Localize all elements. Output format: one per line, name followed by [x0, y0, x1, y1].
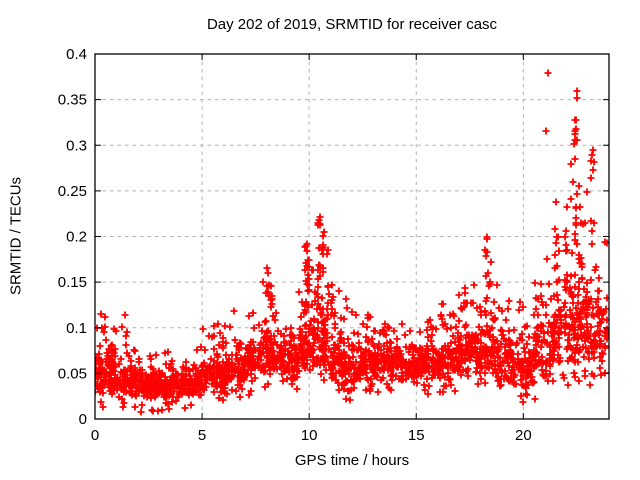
y-tick-label: 0.3 — [66, 137, 87, 154]
y-tick-label: 0.4 — [66, 46, 87, 63]
y-tick-label: 0.05 — [58, 365, 87, 382]
scatter-points — [95, 69, 609, 416]
y-tick-label: 0.1 — [66, 320, 87, 337]
y-tick-label: 0 — [79, 411, 87, 428]
chart-title: Day 202 of 2019, SRMTID for receiver cas… — [206, 16, 498, 33]
y-tick-label: 0.25 — [58, 183, 87, 200]
y-tick-label: 0.2 — [66, 229, 87, 246]
x-tick-label: 0 — [91, 427, 99, 444]
x-axis-label: GPS time / hours — [294, 452, 410, 469]
x-tick-label: 15 — [408, 427, 425, 444]
x-tick-label: 20 — [515, 427, 532, 444]
y-axis-label-text: SRMTID / TECUs — [7, 176, 25, 296]
y-tick-label: 0.35 — [58, 92, 87, 109]
x-tick-label: 10 — [301, 427, 318, 444]
y-tick-label: 0.15 — [58, 274, 87, 291]
x-tick-label: 5 — [198, 427, 206, 444]
